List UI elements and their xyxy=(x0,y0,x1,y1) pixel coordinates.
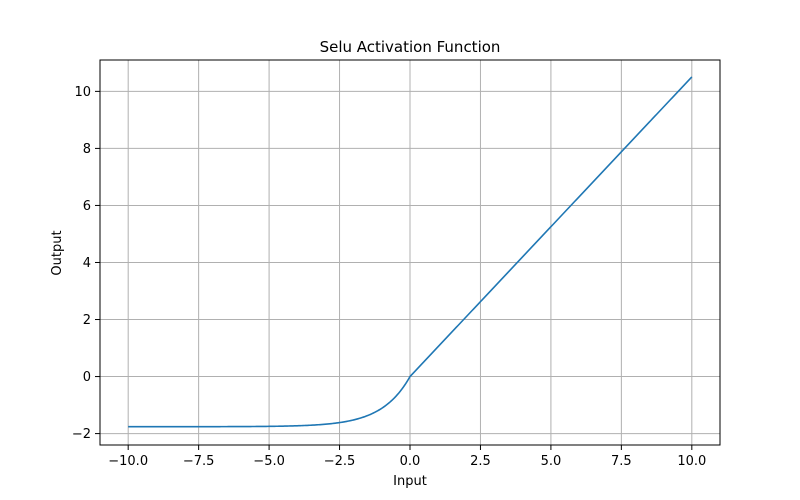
x-tick-label: 7.5 xyxy=(611,454,632,469)
y-axis-ticks: −2 0 2 4 6 8 10 xyxy=(72,85,100,442)
series-layer xyxy=(128,76,693,428)
x-tick-label: 0.0 xyxy=(400,454,421,469)
x-tick-label: −7.5 xyxy=(183,454,215,469)
y-tick-label: 10 xyxy=(74,85,91,100)
y-tick-label: −2 xyxy=(72,427,91,442)
y-tick-label: 4 xyxy=(83,256,91,271)
x-tick-label: −10.0 xyxy=(108,454,148,469)
x-axis-label: Input xyxy=(393,474,427,489)
y-tick-label: 6 xyxy=(83,199,91,214)
y-tick-label: 2 xyxy=(83,313,91,328)
x-tick-label: −5.0 xyxy=(253,454,285,469)
selu-series-line xyxy=(128,76,693,428)
y-tick-label: 8 xyxy=(83,142,91,157)
x-axis-ticks: −10.0 −7.5 −5.0 −2.5 0.0 2.5 5.0 7.5 10.0 xyxy=(108,445,706,469)
x-tick-label: 2.5 xyxy=(470,454,491,469)
y-tick-label: 0 xyxy=(83,370,91,385)
x-tick-label: 10.0 xyxy=(677,454,706,469)
y-axis-label: Output xyxy=(50,230,65,275)
chart-title: Selu Activation Function xyxy=(320,38,501,56)
x-tick-label: −2.5 xyxy=(324,454,356,469)
x-tick-label: 5.0 xyxy=(541,454,562,469)
